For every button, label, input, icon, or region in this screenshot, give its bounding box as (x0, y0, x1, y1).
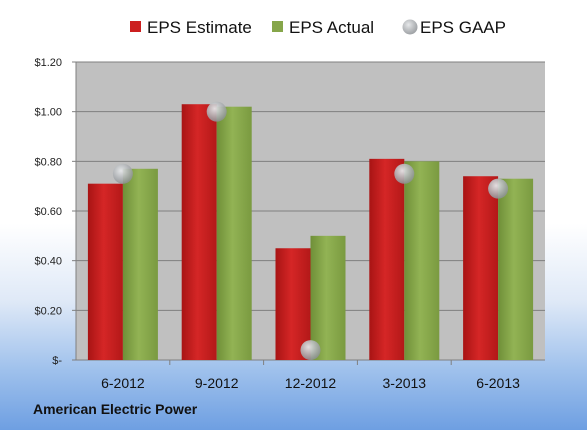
legend-label: EPS GAAP (420, 18, 506, 37)
y-tick-label: $- (52, 355, 62, 367)
x-tick-label: 6-2013 (476, 375, 520, 391)
bar-eps-estimate (87, 183, 123, 360)
marker-eps-gaap (112, 163, 133, 184)
y-tick-label: $0.60 (34, 206, 62, 218)
y-tick-label: $0.20 (34, 305, 62, 317)
y-tick-label: $1.20 (34, 57, 62, 69)
marker-eps-gaap (300, 340, 321, 361)
bar-eps-actual (310, 235, 346, 360)
legend: EPS Estimate EPS Actual EPS GAAP (130, 18, 506, 37)
legend-swatch (130, 21, 141, 32)
bar-eps-estimate (181, 104, 217, 360)
plot-area: $- $0.20 $0.40 $0.60 $0.80 $1.00 $1.20 6-2012 9-… (34, 57, 545, 391)
bar-eps-actual (498, 178, 534, 360)
legend-swatch (272, 21, 283, 32)
marker-eps-gaap (394, 163, 415, 184)
x-tick-label: 6-2012 (101, 375, 145, 391)
x-tick-label: 9-2012 (195, 375, 239, 391)
bar-eps-estimate (275, 248, 311, 360)
y-tick-label: $1.00 (34, 107, 62, 119)
legend-label: EPS Actual (289, 18, 374, 37)
marker-eps-gaap (488, 178, 509, 199)
bar-eps-actual (216, 106, 252, 360)
legend-label: EPS Estimate (147, 18, 252, 37)
bar-eps-actual (122, 168, 158, 360)
x-tick-label: 12-2012 (285, 375, 337, 391)
bar-eps-actual (404, 161, 440, 360)
legend-swatch (402, 19, 418, 35)
x-tick-label: 3-2013 (383, 375, 427, 391)
bar-eps-estimate (463, 176, 499, 360)
y-tick-label: $0.80 (34, 156, 62, 168)
bar-eps-estimate (369, 158, 405, 360)
company-label: American Electric Power (33, 401, 198, 417)
y-tick-label: $0.40 (34, 256, 62, 268)
marker-eps-gaap (206, 101, 227, 122)
